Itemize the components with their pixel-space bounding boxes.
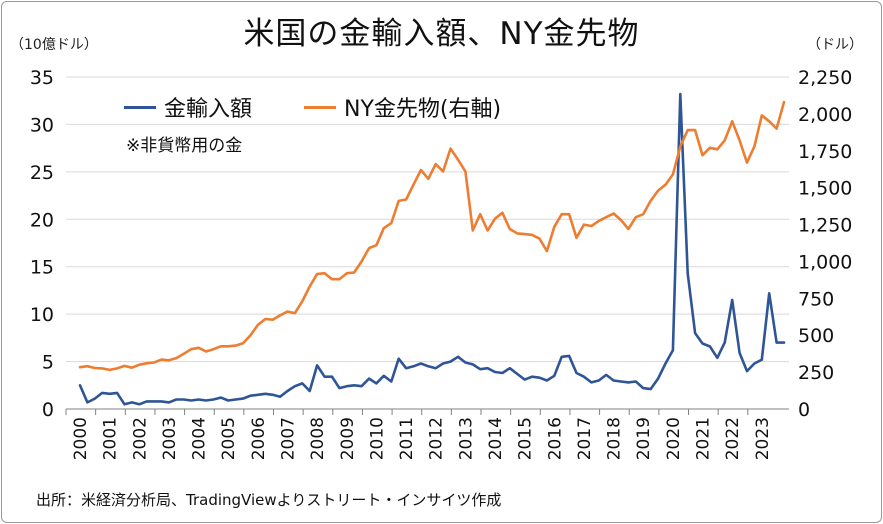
left-tick-label: 25	[30, 162, 54, 184]
x-tick-label: 2018	[605, 417, 625, 460]
left-tick-label: 10	[30, 304, 54, 326]
chart-title: 米国の金輸入額、NY金先物	[243, 16, 640, 52]
note-text: ※非貨幣用の金	[126, 136, 243, 156]
series-line-ny-gold-futures	[78, 100, 786, 372]
x-tick-label: 2020	[664, 417, 684, 460]
x-tick-label: 2001	[101, 417, 121, 460]
left-axis-ticks: 0 5 10 15 20 25 30 35	[30, 67, 54, 421]
x-axis-ticks: 2000 2001 2002 2003 2004 2005 2006 2007 2008 2009…	[65, 409, 773, 460]
x-tick-label: 2000	[71, 417, 91, 460]
series-lines	[78, 92, 786, 406]
left-tick-label: 35	[30, 67, 54, 89]
right-tick-label: 2,250	[798, 67, 852, 89]
right-tick-label: 1,000	[798, 251, 852, 273]
x-tick-label: 2008	[308, 417, 328, 460]
x-tick-label: 2007	[279, 417, 299, 460]
x-tick-label: 2012	[427, 417, 447, 460]
legend-swatch-gold-imports	[124, 105, 156, 109]
x-tick-label: 2014	[486, 417, 506, 460]
left-tick-label: 30	[30, 114, 54, 136]
right-axis-unit: （ドル）	[807, 37, 863, 53]
legend-item-gold-imports: 金輸入額	[124, 95, 252, 122]
left-tick-label: 5	[42, 352, 54, 374]
legend-label-gold-imports: 金輸入額	[164, 97, 253, 122]
right-tick-label: 500	[798, 325, 834, 347]
x-tick-label: 2002	[130, 417, 150, 460]
right-tick-label: 750	[798, 288, 834, 310]
right-tick-label: 2,000	[798, 104, 852, 126]
x-tick-label: 2005	[219, 417, 239, 460]
left-tick-label: 0	[42, 399, 54, 421]
x-tick-label: 2010	[367, 417, 387, 460]
legend-item-ny-gold-futures: NY金先物(右軸)	[304, 95, 501, 122]
x-tick-label: 2009	[338, 417, 358, 460]
source-text: 出所：米経済分析局、TradingViewよりストリート・インサイツ作成	[36, 491, 502, 509]
legend-swatch-ny-gold-futures	[304, 105, 336, 109]
gridlines	[66, 76, 789, 410]
left-tick-label: 15	[30, 257, 54, 279]
right-tick-label: 1,500	[798, 178, 852, 200]
x-tick-label: 2019	[634, 417, 654, 460]
x-tick-label: 2016	[545, 417, 565, 460]
legend-label-ny-gold-futures: NY金先物(右軸)	[344, 97, 502, 122]
x-tick-label: 2015	[516, 417, 536, 460]
right-axis-ticks: 0 250 500 750 1,000 1,250 1,500 1,750 2,000 2,250	[798, 67, 852, 421]
left-axis-unit: （10億ドル）	[10, 37, 98, 53]
left-tick-label: 20	[30, 209, 54, 231]
x-tick-label: 2004	[190, 417, 210, 460]
right-tick-label: 1,250	[798, 215, 852, 237]
series-line-gold-imports	[78, 92, 786, 406]
right-tick-label: 250	[798, 362, 834, 384]
right-tick-label: 1,750	[798, 141, 852, 163]
right-tick-label: 0	[798, 399, 810, 421]
x-tick-label: 2023	[753, 417, 773, 460]
x-tick-label: 2021	[694, 417, 714, 460]
x-tick-label: 2022	[723, 417, 743, 460]
x-tick-label: 2006	[249, 417, 269, 460]
x-tick-label: 2003	[160, 417, 180, 460]
x-tick-label: 2013	[456, 417, 476, 460]
x-tick-label: 2011	[397, 417, 417, 460]
x-tick-label: 2017	[575, 417, 595, 460]
